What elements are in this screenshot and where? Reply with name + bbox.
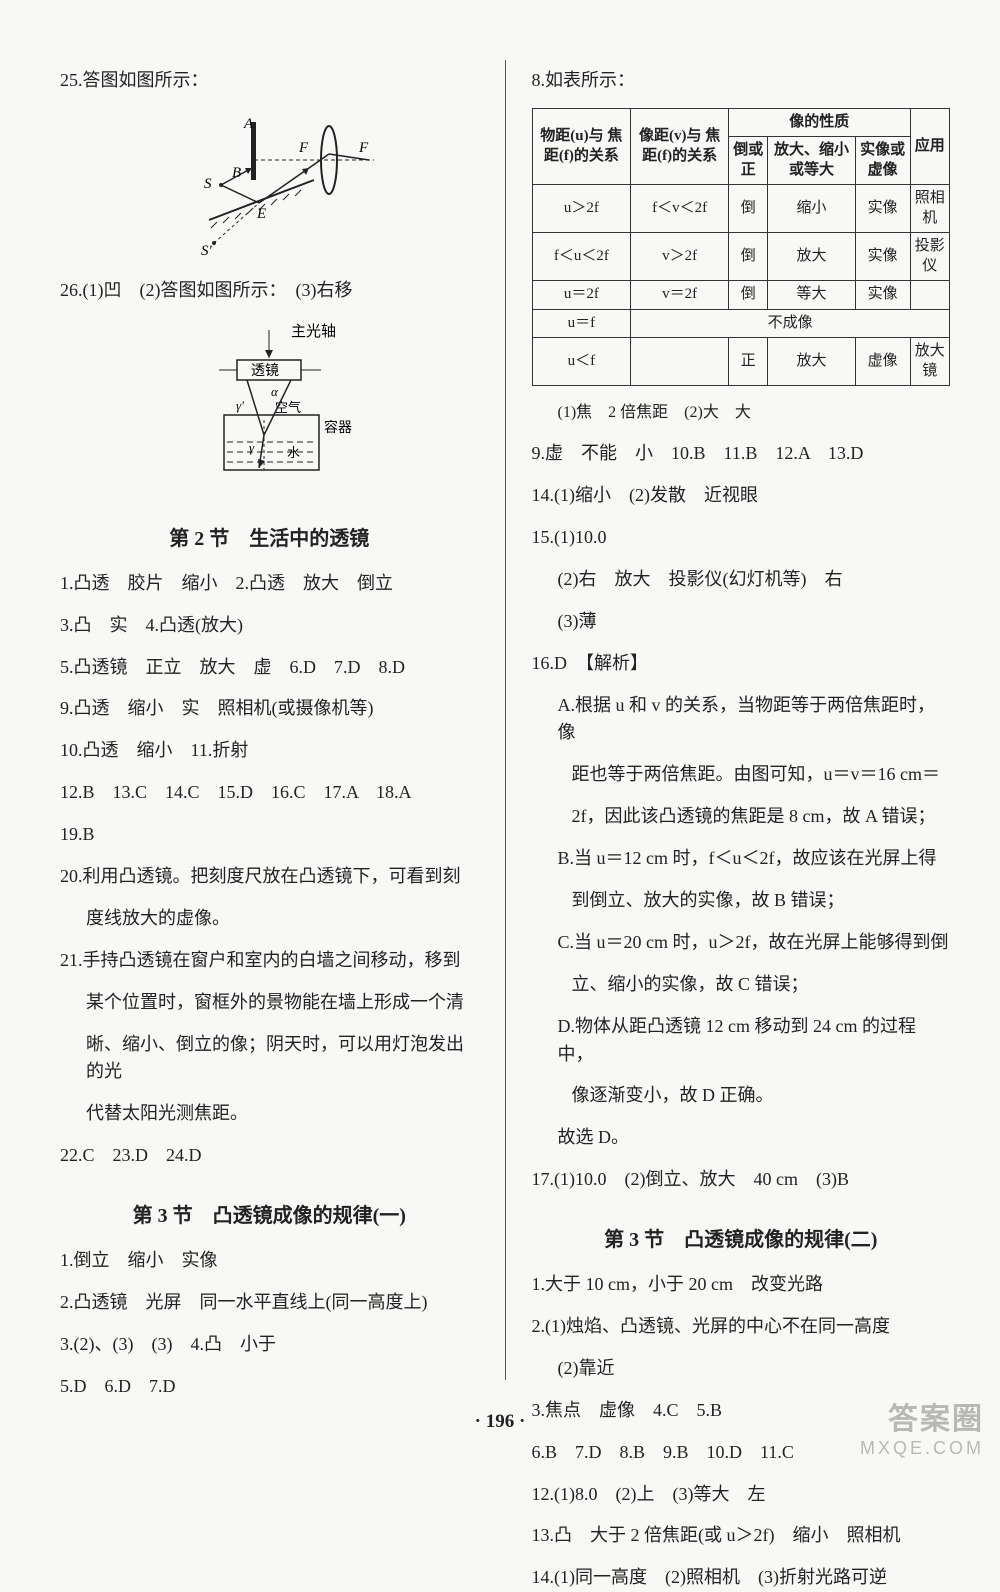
- r16a: A.根据 u 和 v 的关系，当物距等于两倍焦距时，像: [532, 692, 951, 748]
- r14: 14.(1)缩小 (2)发散 近视眼: [532, 482, 951, 510]
- watermark-top: 答案圈: [860, 1394, 984, 1438]
- table-row: u＝f 不成像: [532, 309, 950, 338]
- ans-20a: 20.利用凸透镜。把刻度尺放在凸透镜下，可看到刻: [60, 863, 479, 891]
- label-box: 容器: [324, 419, 352, 436]
- watermark: 答案圈 MXQE.COM: [860, 1394, 984, 1459]
- r9: 9.虚 不能 小 10.B 11.B 12.A 13.D: [532, 440, 951, 468]
- r16d2: 像逐渐变小，故 D 正确。: [532, 1082, 951, 1110]
- ans-1-2: 1.凸透 胶片 缩小 2.凸透 放大 倒立: [60, 570, 479, 598]
- r17: 17.(1)10.0 (2)倒立、放大 40 cm (3)B: [532, 1166, 951, 1194]
- b1: 1.倒立 缩小 实像: [60, 1247, 479, 1275]
- r16d: D.物体从距凸透镜 12 cm 移动到 24 cm 的过程中，: [532, 1013, 951, 1069]
- r15: 15.(1)10.0: [532, 524, 951, 552]
- th-size: 放大、缩小 或等大: [768, 137, 855, 185]
- ans-3-4: 3.凸 实 4.凸透(放大): [60, 612, 479, 640]
- table-row: u＜f 正 放大 虚像 放大镜: [532, 338, 950, 386]
- table-row: f＜u＜2f v＞2f 倒 放大 实像 投影仪: [532, 233, 950, 281]
- ans-9: 9.凸透 缩小 实 照相机(或摄像机等): [60, 695, 479, 723]
- section-2-heading: 第 2 节 生活中的透镜: [60, 522, 479, 551]
- label-water: 水: [287, 445, 300, 460]
- answer-26: 26.(1)凹 (2)答图如图所示： (3)右移: [60, 277, 479, 305]
- svg-text:F: F: [358, 140, 369, 156]
- r15c: (3)薄: [532, 608, 951, 636]
- th-v: 像距(v)与 焦距(f)的关系: [631, 108, 729, 185]
- th-real: 实像或虚像: [855, 137, 910, 185]
- table-row: u＝2f v＝2f 倒 等大 实像: [532, 281, 950, 310]
- answer-25: 25.答图如图所示：: [60, 67, 479, 95]
- column-divider: [505, 60, 506, 1380]
- c2: 2.(1)烛焰、凸透镜、光屏的中心不在同一高度: [532, 1313, 951, 1341]
- ans-10-11: 10.凸透 缩小 11.折射: [60, 737, 479, 765]
- page-number: · 196 ·: [0, 1411, 1000, 1433]
- ans-20b: 度线放大的虚像。: [60, 905, 479, 933]
- r16e: 故选 D。: [532, 1124, 951, 1152]
- c1: 1.大于 10 cm，小于 20 cm 改变光路: [532, 1271, 951, 1299]
- svg-text:γ': γ': [236, 398, 244, 413]
- r16a2: 距也等于两倍焦距。由图可知，u＝v＝16 cm＝: [532, 761, 951, 789]
- th-app: 应用: [910, 108, 949, 185]
- figure-25: A B S S' E: [60, 110, 479, 260]
- ans-21d: 代替太阳光测焦距。: [60, 1100, 479, 1128]
- r8b: (1)焦 2 倍焦距 (2)大 大: [532, 401, 951, 426]
- ans-21c: 晰、缩小、倒立的像；阴天时，可以用灯泡发出的光: [60, 1031, 479, 1087]
- svg-text:S: S: [204, 176, 212, 192]
- table-row: u＞2f f＜v＜2f 倒 缩小 实像 照相机: [532, 185, 950, 233]
- c12: 12.(1)8.0 (2)上 (3)等大 左: [532, 1481, 951, 1509]
- b5: 5.D 6.D 7.D: [60, 1373, 479, 1401]
- watermark-bottom: MXQE.COM: [860, 1438, 984, 1459]
- th-img: 像的性质: [729, 108, 911, 137]
- svg-text:S': S': [201, 243, 213, 259]
- r16a3: 2f，因此该凸透镜的焦距是 8 cm，故 A 错误；: [532, 803, 951, 831]
- section-3b-heading: 第 3 节 凸透镜成像的规律(二): [532, 1223, 951, 1252]
- ans-19: 19.B: [60, 821, 479, 849]
- c13: 13.凸 大于 2 倍焦距(或 u＞2f) 缩小 照相机: [532, 1522, 951, 1550]
- svg-text:A: A: [243, 116, 254, 132]
- r16b: B.当 u＝12 cm 时，f＜u＜2f，故应该在光屏上得: [532, 845, 951, 873]
- svg-text:F: F: [298, 140, 309, 156]
- left-column: 25.答图如图所示： A B: [60, 60, 479, 1380]
- section-3a-heading: 第 3 节 凸透镜成像的规律(一): [60, 1199, 479, 1228]
- optics-table: 物距(u)与 焦距(f)的关系 像距(v)与 焦距(f)的关系 像的性质 应用 …: [532, 108, 951, 387]
- svg-text:E: E: [256, 206, 266, 222]
- right-column: 8.如表所示： 物距(u)与 焦距(f)的关系 像距(v)与 焦距(f)的关系 …: [532, 60, 951, 1380]
- ans-21a: 21.手持凸透镜在窗户和室内的白墙之间移动，移到: [60, 947, 479, 975]
- b2: 2.凸透镜 光屏 同一水平直线上(同一高度上): [60, 1289, 479, 1317]
- ans-12-18: 12.B 13.C 14.C 15.D 16.C 17.A 18.A: [60, 779, 479, 807]
- label-lens: 透镜: [251, 363, 279, 379]
- figure-26: 主光轴 透镜 容器 水 空气: [60, 320, 479, 490]
- th-orient: 倒或正: [729, 137, 768, 185]
- label-air: 空气: [275, 400, 301, 415]
- r15b: (2)右 放大 投影仪(幻灯机等) 右: [532, 566, 951, 594]
- ans-5-8: 5.凸透镜 正立 放大 虚 6.D 7.D 8.D: [60, 654, 479, 682]
- c14: 14.(1)同一高度 (2)照相机 (3)折射光路可逆: [532, 1564, 951, 1592]
- svg-text:γ: γ: [249, 440, 255, 455]
- ans-22-24: 22.C 23.D 24.D: [60, 1142, 479, 1170]
- svg-text:α: α: [271, 384, 279, 399]
- th-u: 物距(u)与 焦距(f)的关系: [532, 108, 631, 185]
- r16b2: 到倒立、放大的实像，故 B 错误；: [532, 887, 951, 915]
- r16c: C.当 u＝20 cm 时，u＞2f，故在光屏上能够得到倒: [532, 929, 951, 957]
- r16c2: 立、缩小的实像，故 C 错误；: [532, 971, 951, 999]
- label-axis: 主光轴: [291, 323, 336, 340]
- r8: 8.如表所示：: [532, 67, 951, 95]
- b3: 3.(2)、(3) (3) 4.凸 小于: [60, 1331, 479, 1359]
- ans-21b: 某个位置时，窗框外的景物能在墙上形成一个清: [60, 989, 479, 1017]
- r16: 16.D 【解析】: [532, 650, 951, 678]
- c2b: (2)靠近: [532, 1355, 951, 1383]
